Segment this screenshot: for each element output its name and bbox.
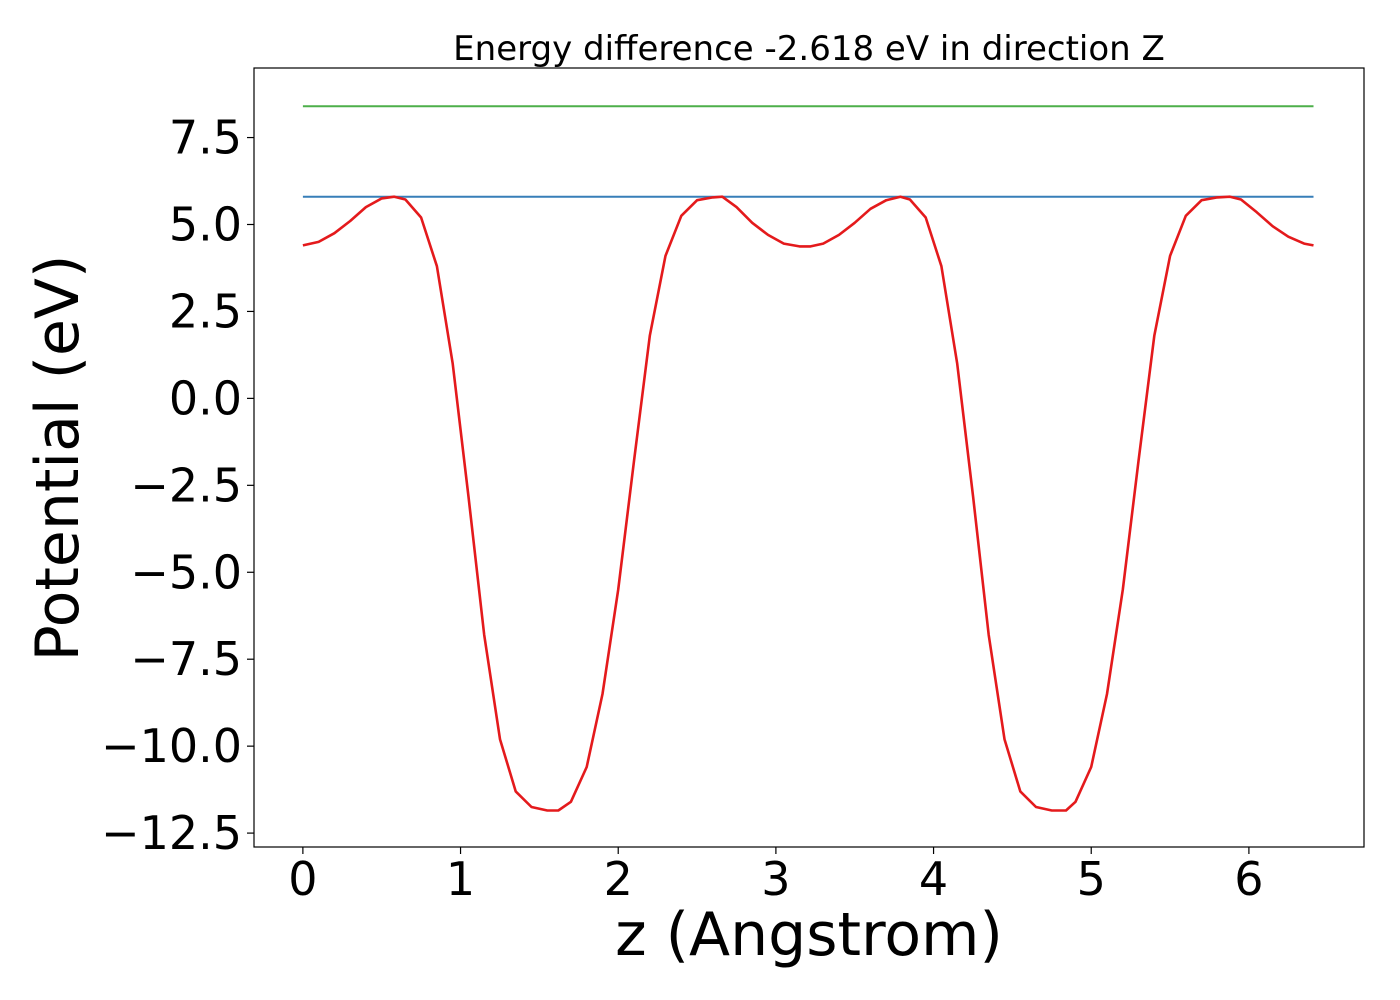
x-tick-label: 4 bbox=[919, 852, 948, 906]
x-tick-label: 0 bbox=[288, 852, 317, 906]
y-tick-label: −5.0 bbox=[130, 545, 242, 599]
x-tick-label: 2 bbox=[604, 852, 633, 906]
y-tick-label: −2.5 bbox=[130, 458, 242, 512]
y-tick-label: 5.0 bbox=[169, 197, 242, 251]
x-tick-label: 3 bbox=[761, 852, 790, 906]
y-tick-label: 0.0 bbox=[169, 371, 242, 425]
x-tick-label: 6 bbox=[1234, 852, 1263, 906]
y-axis-title: Potential (eV) bbox=[23, 255, 93, 662]
x-axis: 0 1 2 3 4 5 6 bbox=[288, 847, 1264, 906]
series-layer bbox=[302, 105, 1314, 812]
x-axis-title: z (Angstrom) bbox=[615, 900, 1003, 970]
y-axis: 7.5 5.0 2.5 0.0 −2.5 −5.0 −7.5 −10.0 −12.5 bbox=[101, 111, 254, 860]
x-tick-label: 5 bbox=[1077, 852, 1106, 906]
x-tick-label: 1 bbox=[446, 852, 475, 906]
chart-title: Energy difference -2.618 eV in direction… bbox=[453, 29, 1165, 69]
series-line-3 bbox=[302, 195, 1314, 812]
y-tick-label: −7.5 bbox=[130, 632, 242, 686]
plot-frame bbox=[253, 67, 1365, 848]
y-tick-label: 2.5 bbox=[169, 284, 242, 338]
y-tick-label: −12.5 bbox=[101, 806, 242, 860]
y-tick-label: −10.0 bbox=[101, 719, 242, 773]
y-tick-label: 7.5 bbox=[169, 111, 242, 165]
